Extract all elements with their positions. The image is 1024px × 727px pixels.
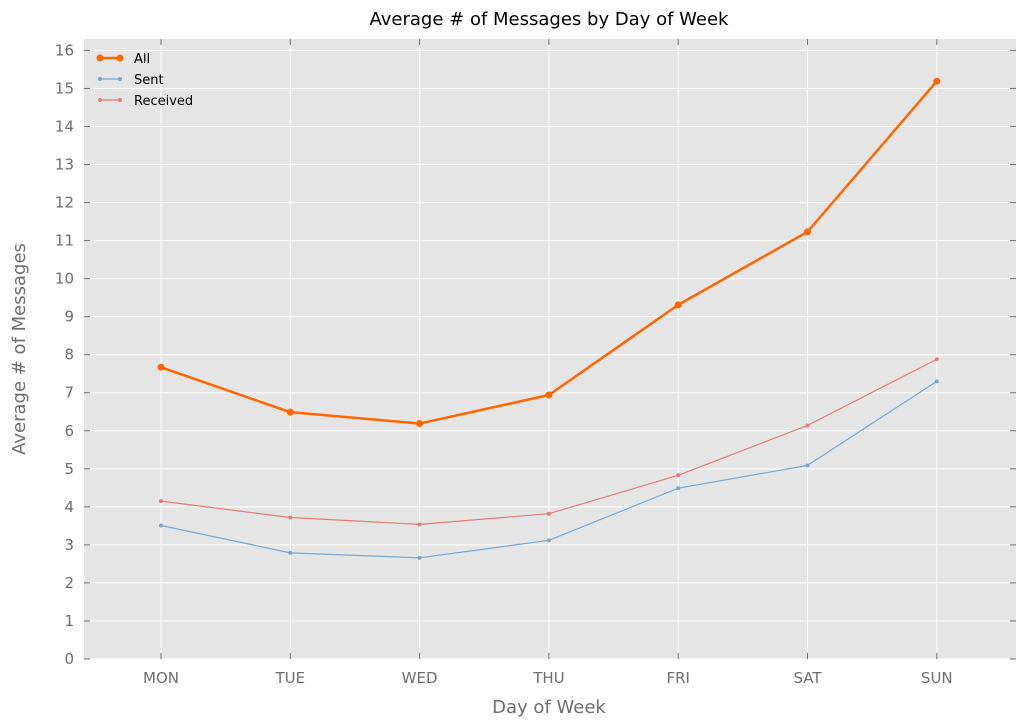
- legend-marker: [118, 98, 122, 102]
- data-point: [417, 555, 422, 560]
- y-tick-label: 1: [64, 612, 74, 630]
- x-tick-label: TUE: [274, 669, 305, 687]
- y-axis-label: Average # of Messages: [9, 243, 30, 455]
- legend-marker: [98, 98, 102, 102]
- data-point: [546, 538, 551, 543]
- x-tick-label: MON: [143, 669, 179, 687]
- x-axis-label: Day of Week: [492, 697, 606, 718]
- data-point: [934, 379, 939, 384]
- y-tick-label: 12: [55, 194, 74, 212]
- legend-label: Received: [134, 94, 193, 109]
- y-tick-label: 0: [64, 650, 74, 668]
- data-point: [805, 463, 810, 468]
- y-tick-label: 14: [55, 117, 74, 135]
- y-tick-label: 8: [64, 346, 74, 364]
- series-sent: [159, 379, 939, 560]
- data-point: [546, 511, 551, 516]
- data-point: [545, 391, 553, 399]
- y-tick-label: 9: [64, 308, 74, 326]
- x-tick-label: WED: [402, 669, 438, 687]
- y-tick-label: 16: [55, 41, 74, 59]
- y-tick-label: 3: [64, 536, 74, 554]
- plot-background: [84, 39, 1016, 659]
- data-point: [416, 420, 424, 428]
- legend-marker: [118, 77, 122, 81]
- data-point: [417, 522, 422, 527]
- data-point: [159, 499, 163, 504]
- data-point: [805, 423, 810, 428]
- data-point: [674, 301, 682, 309]
- series-layer: [157, 77, 941, 560]
- data-point: [933, 77, 941, 85]
- y-tick-label: 15: [55, 79, 74, 97]
- data-point: [804, 228, 811, 236]
- y-tick-label: 6: [64, 422, 74, 440]
- y-tick-label: 2: [64, 574, 74, 592]
- grid: [84, 39, 1016, 660]
- x-tick-label: THU: [532, 669, 564, 687]
- data-point: [288, 515, 293, 520]
- legend: All Sent Received: [96, 52, 193, 109]
- data-point: [676, 486, 681, 491]
- data-point: [676, 473, 681, 478]
- legend-marker: [96, 54, 104, 62]
- legend-label: All: [134, 52, 150, 67]
- legend-label: Sent: [134, 73, 164, 88]
- data-point: [159, 523, 163, 528]
- y-tick-label: 13: [55, 156, 74, 174]
- y-tick-label: 5: [64, 460, 74, 478]
- legend-item-all: All: [96, 52, 150, 67]
- legend-item-sent: Sent: [98, 73, 164, 88]
- y-tick-label: 10: [55, 270, 74, 288]
- x-tick-label: SUN: [921, 669, 953, 687]
- legend-marker: [98, 77, 102, 81]
- data-point: [934, 357, 939, 362]
- x-tick-labels: MON TUE WED THU FRI SAT SUN: [143, 669, 953, 687]
- y-tick-label: 7: [64, 384, 74, 402]
- data-point: [157, 363, 165, 371]
- chart-title: Average # of Messages by Day of Week: [370, 9, 730, 30]
- data-point: [286, 408, 294, 416]
- legend-item-received: Received: [98, 94, 193, 109]
- y-tick-label: 11: [55, 232, 74, 250]
- legend-marker: [116, 54, 124, 62]
- tick-marks: [84, 39, 1016, 660]
- series-received: [159, 357, 939, 527]
- x-tick-label: SAT: [793, 669, 822, 687]
- x-tick-label: FRI: [666, 669, 689, 687]
- y-tick-label: 4: [64, 498, 74, 516]
- series-all: [157, 77, 941, 428]
- data-point: [288, 550, 293, 555]
